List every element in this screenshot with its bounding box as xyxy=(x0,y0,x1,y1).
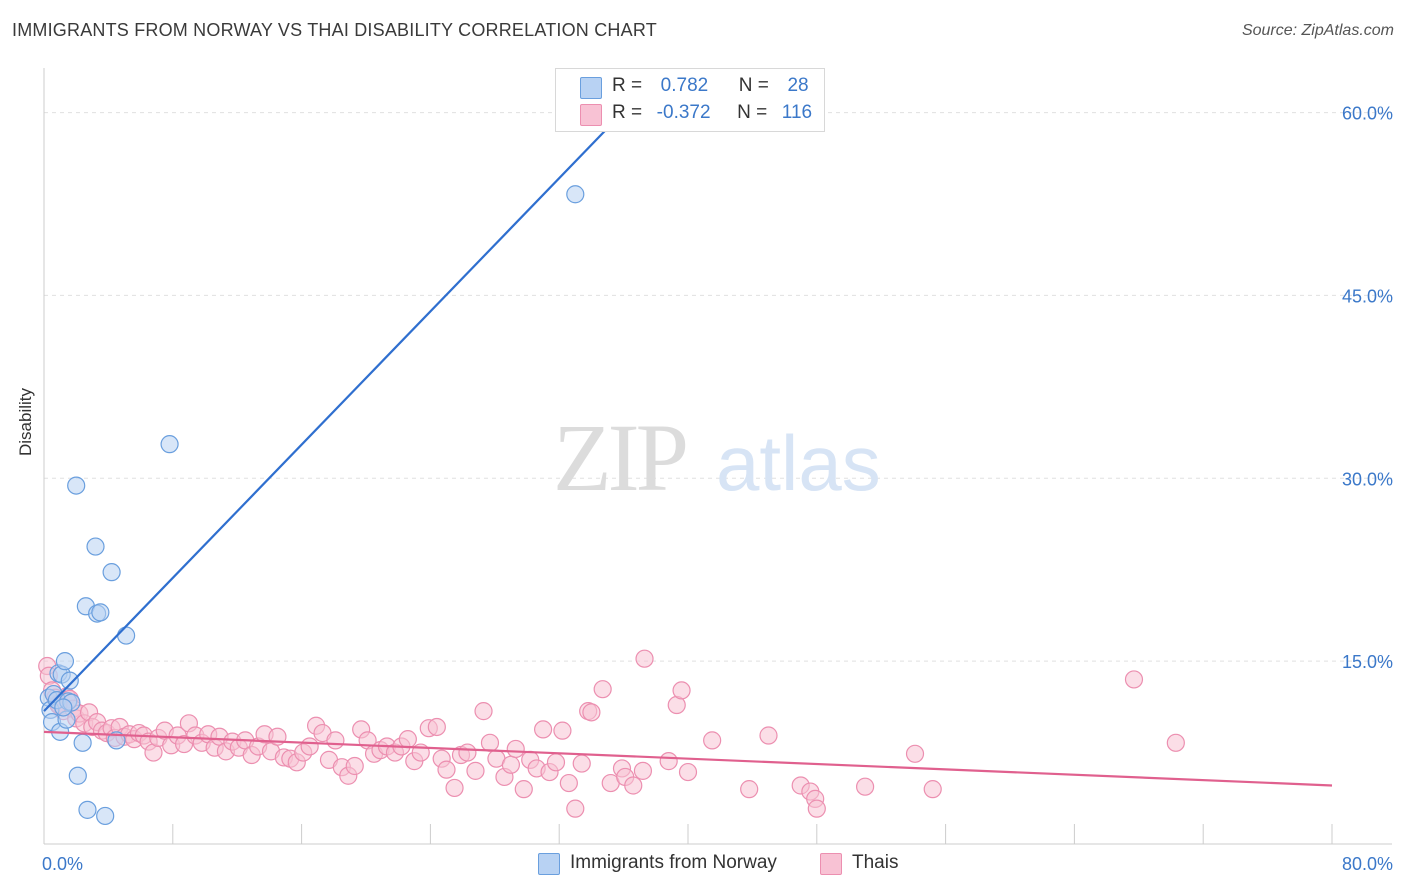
correlation-legend: R = 0.782 N = 28 R = -0.372 N = 116 xyxy=(555,68,825,132)
chart-title: IMMIGRANTS FROM NORWAY VS THAI DISABILIT… xyxy=(12,20,657,40)
thai-point-114 xyxy=(855,777,875,796)
thai-point-118 xyxy=(1166,733,1185,752)
norway-point-27 xyxy=(54,698,73,717)
thai-point-103 xyxy=(659,752,678,771)
norway-point-21 xyxy=(96,806,115,826)
y-tick-label-3: 60.0% xyxy=(1342,104,1393,124)
series-name-thai: Thais xyxy=(852,852,899,873)
thai-point-100 xyxy=(624,776,643,795)
legend-swatch-thai xyxy=(580,104,602,126)
thai-point-91 xyxy=(559,773,578,793)
thai-point-95 xyxy=(582,703,601,722)
thai-point-52 xyxy=(300,737,319,756)
norway-point-17 xyxy=(86,537,105,556)
thai-trend-line xyxy=(43,730,1333,787)
thai-point-78 xyxy=(474,702,493,721)
y-tick-label-0: 15.0% xyxy=(1342,652,1393,672)
norway-point-11 xyxy=(60,671,79,690)
watermark: ZIP atlas xyxy=(553,404,881,511)
thai-point-113 xyxy=(807,799,826,818)
norway-point-13 xyxy=(67,476,86,495)
source-label: Source: ZipAtlas.com xyxy=(1241,22,1394,39)
watermark-atlas: atlas xyxy=(716,419,881,507)
thai-point-92 xyxy=(566,799,585,818)
thai-point-83 xyxy=(506,739,525,759)
grid-layer xyxy=(44,112,1392,662)
thai-point-93 xyxy=(572,754,591,773)
legend-swatch-norway xyxy=(580,77,602,99)
thai-point-74 xyxy=(445,778,464,798)
legend-n-value-thai: 116 xyxy=(781,102,813,123)
thai-point-89 xyxy=(546,753,566,772)
norway-point-20 xyxy=(91,603,110,622)
series-swatch-norway xyxy=(538,853,560,875)
legend-text-norway: R = 0.782 N = 28 xyxy=(612,75,809,97)
thai-point-90 xyxy=(553,721,572,740)
legend-n-label-thai: N = xyxy=(737,102,768,123)
thai-point-87 xyxy=(533,720,553,739)
norway-trend-line xyxy=(43,119,617,712)
tick-labels: 15.0% 30.0% 45.0% 60.0% 0.0% 80.0% xyxy=(42,104,1393,874)
norway-point-25 xyxy=(160,435,179,454)
y-tick-label-1: 30.0% xyxy=(1342,469,1393,489)
y-tick-label-2: 45.0% xyxy=(1342,286,1393,306)
thai-point-96 xyxy=(593,680,612,699)
thai-point-102 xyxy=(635,649,654,668)
legend-n-label-norway: N = xyxy=(738,75,769,96)
thai-point-107 xyxy=(703,731,722,750)
trend-layer xyxy=(43,119,1333,787)
legend-r-label-norway: R = xyxy=(612,75,643,96)
norway-point-24 xyxy=(117,626,136,645)
thai-point-76 xyxy=(458,743,477,762)
thai-point-117 xyxy=(1124,670,1144,689)
series-name-norway: Immigrants from Norway xyxy=(570,852,777,873)
axis-layer xyxy=(43,68,1392,845)
series-legend: Immigrants from Norway Thais xyxy=(0,852,1406,876)
thai-point-82 xyxy=(501,755,520,774)
legend-r-value-thai: -0.372 xyxy=(656,102,711,123)
thai-point-106 xyxy=(678,762,698,782)
norway-point-8 xyxy=(55,652,75,671)
thai-point-115 xyxy=(905,744,925,763)
thai-point-56 xyxy=(326,731,345,750)
thai-point-101 xyxy=(633,761,653,780)
thai-point-108 xyxy=(740,780,759,799)
norway-point-15 xyxy=(73,733,92,752)
norway-point-14 xyxy=(68,766,87,785)
norway-point-26 xyxy=(566,185,585,204)
thai-point-77 xyxy=(466,761,485,780)
thai-points xyxy=(38,649,1185,818)
legend-n-value-norway: 28 xyxy=(787,75,809,96)
series-swatch-thai xyxy=(820,853,842,875)
thai-point-73 xyxy=(437,760,456,779)
legend-r-label-thai: R = xyxy=(612,102,643,123)
x-tick-label-1: 80.0% xyxy=(1342,854,1393,874)
thai-point-59 xyxy=(345,756,364,776)
norway-point-22 xyxy=(102,563,121,582)
thai-point-116 xyxy=(923,780,942,799)
thai-point-71 xyxy=(427,717,446,737)
thai-point-67 xyxy=(398,730,417,749)
thai-point-79 xyxy=(480,733,500,752)
watermark-zip: ZIP xyxy=(553,404,686,511)
y-axis-label: Disability xyxy=(16,387,35,456)
legend-r-value-norway: 0.782 xyxy=(660,75,709,96)
thai-point-105 xyxy=(672,681,691,700)
thai-point-109 xyxy=(759,726,778,745)
norway-point-16 xyxy=(78,800,97,819)
thai-point-84 xyxy=(514,780,533,799)
legend-text-thai: R = -0.372 N = 116 xyxy=(612,102,812,124)
x-tick-label-0: 0.0% xyxy=(42,854,83,874)
